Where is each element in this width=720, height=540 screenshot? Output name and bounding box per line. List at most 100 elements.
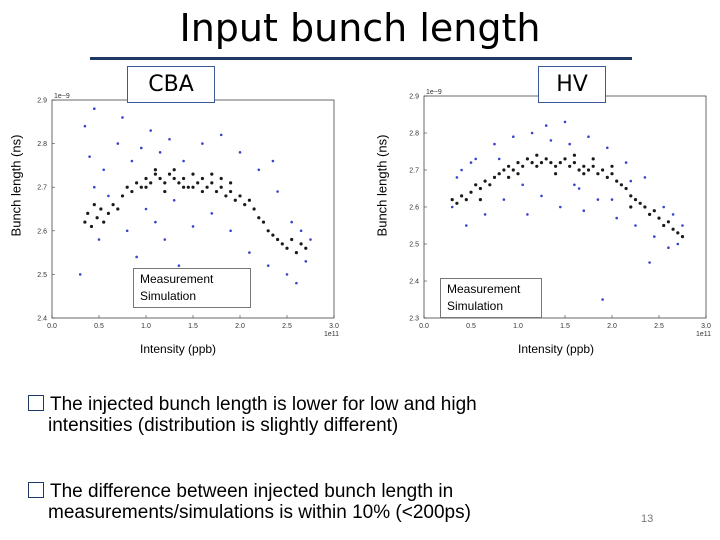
data-point-simulation: [309, 238, 312, 241]
data-point-simulation: [78, 273, 82, 276]
data-point-measurement: [676, 231, 680, 235]
data-point-simulation: [304, 260, 308, 263]
data-point-measurement: [167, 172, 172, 176]
data-point-measurement: [502, 168, 506, 172]
data-point-measurement: [525, 157, 530, 161]
data-point-measurement: [450, 198, 454, 202]
data-point-measurement: [172, 176, 176, 181]
data-point-measurement: [568, 164, 572, 168]
data-point-measurement: [572, 153, 577, 157]
data-point-simulation: [653, 235, 656, 238]
data-point-measurement: [478, 198, 482, 202]
data-point-simulation: [144, 207, 148, 211]
data-point-measurement: [285, 246, 289, 250]
data-point-measurement: [205, 185, 209, 189]
data-point-measurement: [144, 185, 148, 189]
data-point-measurement: [135, 181, 139, 185]
data-point-measurement: [177, 181, 181, 185]
data-point-measurement: [196, 181, 200, 185]
y-tick-label: 2.5: [409, 242, 419, 249]
data-point-measurement: [290, 237, 294, 242]
bullet-text-line: intensities (distribution is slightly di…: [48, 415, 399, 436]
data-point-simulation: [125, 229, 129, 233]
y-tick-label: 2.3: [409, 316, 419, 323]
data-point-measurement: [549, 161, 553, 165]
data-point-measurement: [106, 211, 110, 215]
data-point-simulation: [568, 142, 571, 146]
data-point-simulation: [563, 120, 567, 124]
data-point-measurement: [615, 179, 619, 183]
y-tick-label: 2.8: [409, 131, 419, 138]
data-point-simulation: [596, 198, 600, 201]
data-point-simulation: [271, 159, 275, 163]
data-point-measurement: [149, 181, 153, 185]
data-point-measurement: [554, 164, 558, 168]
data-point-simulation: [540, 194, 543, 198]
data-point-measurement: [680, 235, 685, 239]
x-axis-label-hv: Intensity (ppb): [518, 342, 595, 356]
data-point-simulation: [549, 139, 553, 142]
bullet-text-line: measurements/simulations is within 10% (…: [48, 502, 471, 523]
y-tick-label: 2.6: [37, 228, 47, 235]
data-point-simulation: [667, 246, 670, 249]
x-tick-label: 3.0: [701, 323, 711, 330]
y-tick-label: 2.7: [37, 185, 47, 192]
data-point-simulation: [601, 298, 604, 301]
y-tick-label: 2.9: [37, 98, 47, 105]
data-point-measurement: [233, 198, 237, 202]
data-point-simulation: [285, 273, 289, 276]
x-tick-label: 2.5: [654, 323, 664, 330]
data-point-measurement: [488, 183, 492, 187]
x-tick-label: 1.0: [141, 323, 151, 330]
data-point-measurement: [266, 229, 270, 233]
slide-number: 13: [641, 513, 654, 525]
legend-item-simulation: Simulation: [447, 299, 504, 313]
data-point-measurement: [516, 172, 520, 176]
checkbox-bullet-icon: [28, 395, 44, 411]
data-point-simulation: [140, 146, 143, 150]
x-tick-label: 0.0: [47, 323, 57, 330]
data-point-simulation: [587, 135, 590, 138]
x-tick-label: 0.0: [419, 323, 429, 330]
x-tick-label: 0.5: [466, 323, 476, 330]
data-point-simulation: [116, 142, 120, 145]
data-point-simulation: [671, 213, 675, 216]
data-point-measurement: [182, 176, 186, 181]
data-point-simulation: [83, 124, 87, 128]
x-tick-label: 2.5: [282, 323, 292, 330]
data-point-measurement: [460, 194, 464, 198]
data-point-measurement: [144, 176, 148, 181]
data-point-measurement: [276, 237, 280, 242]
data-point-measurement: [605, 175, 609, 179]
data-point-simulation: [521, 183, 524, 187]
data-point-measurement: [153, 168, 157, 172]
data-point-simulation: [615, 216, 618, 220]
data-point-measurement: [648, 212, 652, 216]
data-point-measurement: [163, 189, 167, 194]
data-point-measurement: [577, 168, 581, 172]
data-point-measurement: [554, 172, 558, 176]
data-point-measurement: [182, 185, 186, 189]
data-point-measurement: [633, 198, 638, 202]
data-point-measurement: [469, 190, 473, 194]
data-point-measurement: [619, 183, 624, 187]
data-point-simulation: [93, 185, 96, 189]
y-tick-label: 2.6: [409, 205, 419, 212]
data-point-simulation: [295, 281, 298, 285]
data-point-measurement: [535, 164, 539, 168]
data-point-simulation: [526, 213, 529, 216]
data-point-simulation: [97, 238, 101, 241]
data-point-simulation: [102, 168, 105, 172]
data-point-measurement: [139, 185, 143, 189]
data-point-measurement: [99, 207, 103, 211]
data-point-simulation: [149, 129, 152, 132]
data-point-measurement: [662, 223, 666, 228]
data-point-measurement: [252, 207, 256, 211]
x-tick-label: 2.0: [235, 323, 245, 330]
data-point-measurement: [629, 194, 633, 198]
y-tick-label: 2.7: [409, 168, 419, 175]
data-point-simulation: [158, 151, 162, 154]
data-point-measurement: [125, 185, 129, 189]
data-point-measurement: [638, 201, 642, 205]
y-multiplier: 1e−9: [54, 93, 70, 100]
